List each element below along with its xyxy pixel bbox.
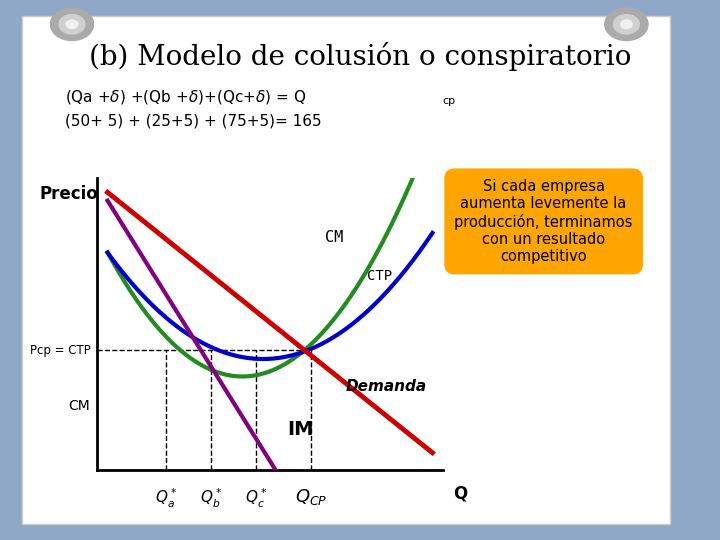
Circle shape (50, 8, 94, 40)
Text: cp: cp (442, 96, 455, 106)
Circle shape (66, 20, 78, 29)
Text: $Q_c^*$: $Q_c^*$ (245, 487, 267, 510)
Text: Q: Q (453, 484, 467, 502)
Text: $Q_a^*$: $Q_a^*$ (156, 487, 177, 510)
Text: $Q_b^*$: $Q_b^*$ (200, 487, 222, 510)
Circle shape (59, 15, 85, 34)
Text: Pcp = CTP: Pcp = CTP (30, 344, 90, 357)
Text: $Q_{CP}$: $Q_{CP}$ (295, 487, 328, 507)
Circle shape (621, 20, 632, 29)
Text: (b) Modelo de colusión o conspiratorio: (b) Modelo de colusión o conspiratorio (89, 42, 631, 71)
Text: Si cada empresa
aumenta levemente la
producción, terminamos
con un resultado
com: Si cada empresa aumenta levemente la pro… (454, 179, 633, 264)
Circle shape (605, 8, 648, 40)
Text: (Qa +$\delta$) +(Qb +$\delta$)+(Qc+$\delta$) = Q: (Qa +$\delta$) +(Qb +$\delta$)+(Qc+$\del… (65, 88, 306, 106)
Circle shape (613, 15, 639, 34)
Text: Demanda: Demanda (346, 379, 427, 394)
Text: IM: IM (287, 420, 314, 439)
Text: (50+ 5) + (25+5) + (75+5)= 165: (50+ 5) + (25+5) + (75+5)= 165 (65, 114, 321, 129)
Text: CM: CM (325, 231, 343, 245)
Text: CTP: CTP (366, 269, 392, 284)
Text: CM: CM (68, 399, 90, 413)
Text: Precio: Precio (40, 185, 99, 204)
FancyBboxPatch shape (22, 16, 670, 524)
